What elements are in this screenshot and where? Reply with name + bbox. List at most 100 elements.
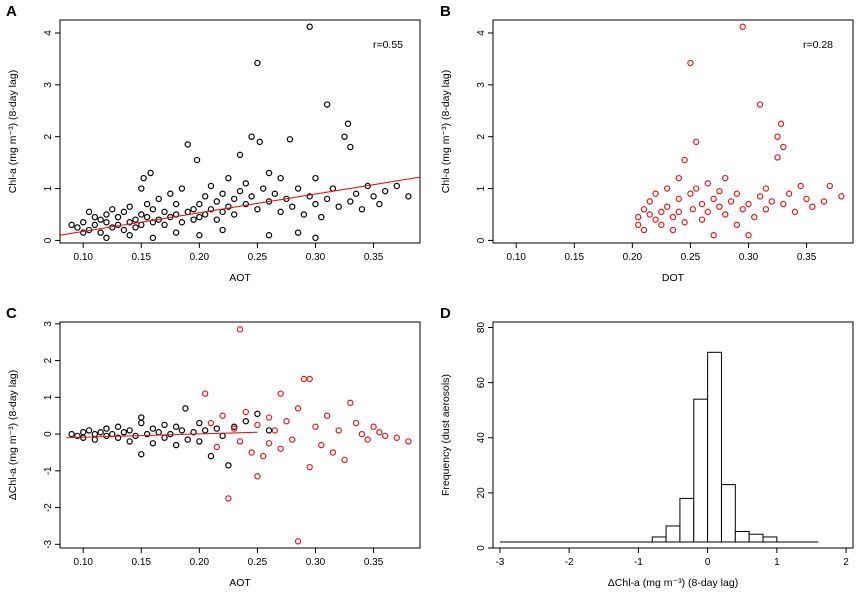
data-point bbox=[149, 219, 157, 226]
y-axis-label: Chl-a (mg m⁻³) (8-day lag) bbox=[440, 70, 452, 193]
data-point bbox=[254, 410, 261, 418]
data-point bbox=[803, 195, 810, 203]
data-point bbox=[172, 229, 180, 236]
data-point bbox=[91, 213, 99, 221]
x-tick-label: 1 bbox=[774, 557, 780, 568]
data-point bbox=[344, 120, 352, 127]
histogram-bar bbox=[693, 398, 709, 543]
y-tick-label: 0 bbox=[476, 237, 487, 243]
data-point bbox=[97, 429, 104, 436]
y-tick-label: 2 bbox=[43, 133, 54, 139]
data-point bbox=[219, 190, 226, 197]
data-point bbox=[184, 436, 191, 443]
data-point bbox=[663, 203, 671, 210]
data-point bbox=[126, 219, 133, 226]
data-point bbox=[693, 138, 700, 146]
data-point bbox=[687, 59, 694, 67]
plot-frame bbox=[59, 19, 421, 244]
data-point bbox=[698, 216, 706, 223]
y-tick-label: 40 bbox=[476, 432, 487, 444]
data-point bbox=[277, 445, 284, 452]
x-tick-label: 0.25 bbox=[248, 252, 268, 263]
data-point bbox=[172, 423, 180, 430]
data-point bbox=[341, 456, 348, 464]
regression-line bbox=[65, 431, 258, 439]
data-point bbox=[675, 195, 683, 203]
x-tick-label: 0.10 bbox=[506, 252, 526, 263]
x-axis-label: DOT bbox=[662, 272, 685, 284]
data-point bbox=[149, 425, 157, 432]
data-point bbox=[178, 185, 186, 192]
x-tick-label: 0.30 bbox=[306, 252, 326, 263]
data-point bbox=[219, 412, 226, 419]
data-point bbox=[201, 390, 209, 397]
y-tick-label: 0 bbox=[43, 431, 54, 437]
histogram-bar bbox=[762, 536, 778, 543]
x-axis-label: AOT bbox=[229, 272, 251, 284]
data-point bbox=[646, 198, 653, 205]
data-point bbox=[172, 211, 180, 218]
data-point bbox=[68, 221, 75, 229]
data-point bbox=[675, 208, 683, 216]
data-point bbox=[225, 462, 232, 469]
data-point bbox=[236, 187, 244, 195]
data-point bbox=[669, 213, 677, 221]
data-point bbox=[138, 221, 145, 229]
panel-a: 0.10 0.15 0.20 0.25 0.30 0.35 0 1 2 3 4 AOT Chl-a (m… bbox=[6, 3, 421, 284]
y-tick-label: 3 bbox=[43, 321, 54, 327]
x-tick-label: 0.20 bbox=[623, 252, 643, 263]
data-point bbox=[138, 185, 145, 192]
data-point bbox=[138, 211, 145, 218]
data-point bbox=[306, 375, 313, 383]
data-point bbox=[74, 224, 81, 231]
data-point bbox=[126, 203, 133, 210]
data-point bbox=[149, 234, 157, 242]
data-point bbox=[236, 151, 244, 159]
data-point bbox=[248, 133, 255, 140]
data-point bbox=[207, 206, 215, 213]
x-tick-label: -1 bbox=[634, 557, 643, 568]
y-axis-label: Chl-a (mg m⁻³) (8-day lag) bbox=[7, 70, 19, 193]
data-point bbox=[323, 412, 331, 419]
data-point bbox=[286, 136, 294, 143]
data-point bbox=[114, 213, 122, 221]
data-point bbox=[213, 198, 220, 205]
y-tick-label: 20 bbox=[476, 487, 487, 499]
data-point bbox=[114, 434, 122, 441]
data-point bbox=[196, 200, 203, 208]
data-point bbox=[225, 203, 232, 210]
data-point bbox=[312, 200, 319, 208]
x-axis-label: AOT bbox=[229, 577, 251, 589]
data-point bbox=[698, 200, 706, 208]
y-tick-label: 1 bbox=[476, 185, 487, 191]
y-axis-label: Frequency (dust aerosols) bbox=[440, 374, 452, 496]
x-tick-label: 2 bbox=[843, 557, 849, 568]
data-point bbox=[745, 232, 752, 239]
data-point bbox=[254, 421, 261, 429]
data-point bbox=[710, 195, 717, 203]
data-point bbox=[762, 185, 770, 192]
histogram-bar bbox=[665, 525, 681, 543]
data-point bbox=[242, 408, 250, 416]
data-point bbox=[785, 190, 793, 197]
data-point bbox=[161, 434, 168, 441]
data-point bbox=[335, 203, 342, 210]
data-point bbox=[722, 174, 729, 182]
data-point bbox=[335, 427, 342, 434]
data-point bbox=[704, 208, 712, 216]
data-point bbox=[669, 226, 677, 234]
data-point bbox=[256, 138, 263, 146]
data-point bbox=[114, 221, 122, 229]
data-point bbox=[370, 423, 377, 430]
data-point bbox=[774, 133, 781, 140]
data-point bbox=[219, 208, 226, 216]
data-point bbox=[120, 226, 128, 234]
data-point bbox=[312, 174, 319, 182]
y-axis-label: ΔChl-a (mg m⁻³) (8-day lag) bbox=[7, 370, 19, 500]
y-tick-label: 2 bbox=[43, 357, 54, 363]
correlation-label: r=0.55 bbox=[373, 39, 403, 51]
data-point bbox=[791, 208, 799, 216]
data-point bbox=[675, 174, 683, 182]
data-point bbox=[312, 234, 319, 242]
data-point bbox=[149, 206, 157, 213]
